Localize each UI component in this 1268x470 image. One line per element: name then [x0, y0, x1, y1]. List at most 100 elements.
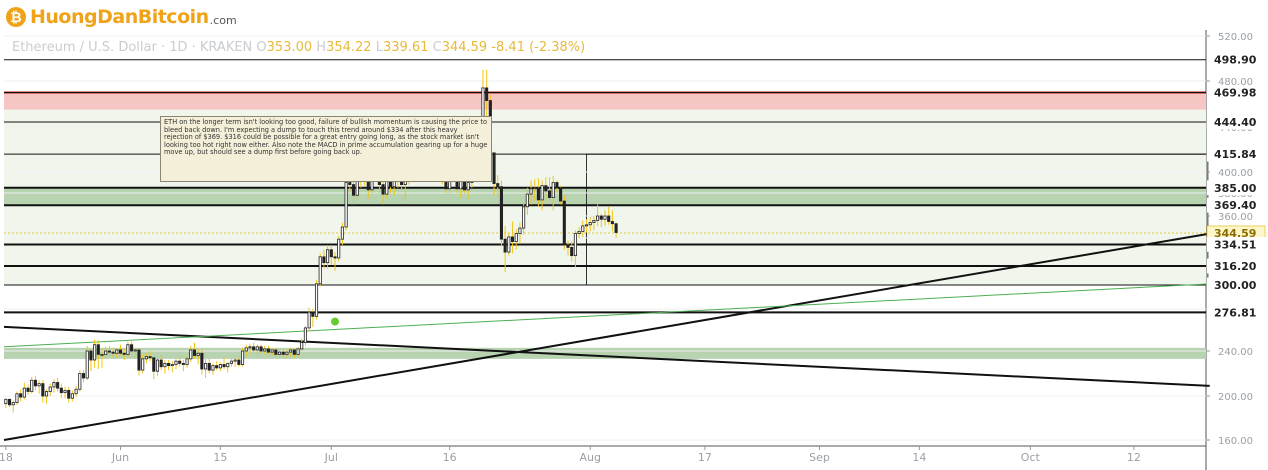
candle [229, 358, 234, 367]
candle-body-down [351, 184, 356, 196]
candle [340, 222, 344, 246]
candle-body-up [30, 379, 34, 392]
candle-body-down [499, 186, 503, 240]
candle [211, 363, 215, 375]
candle-body-down [33, 379, 37, 387]
candle [26, 384, 30, 395]
candle-body-down [152, 357, 156, 372]
candle-body-down [89, 350, 93, 361]
candle [48, 383, 52, 396]
candle-body-up [63, 389, 67, 394]
candle-body-down [274, 349, 278, 355]
candle [344, 177, 348, 231]
candle-body-up [44, 391, 49, 397]
candle [333, 252, 337, 271]
candle-body-up [52, 382, 56, 388]
candle-body-up [326, 249, 330, 264]
candle [510, 221, 515, 254]
symbol-title: Ethereum / U.S. Dollar · 1D · KRAKEN [12, 40, 253, 55]
candle [318, 253, 322, 287]
candle [314, 280, 319, 320]
candle-body-down [81, 373, 86, 379]
candle-body-up [318, 256, 322, 285]
candle-body-up [592, 219, 596, 223]
price-tag-bg [1206, 277, 1266, 293]
candle [289, 347, 293, 357]
candle [285, 349, 289, 358]
candle [178, 356, 182, 367]
candle-body-up [314, 283, 319, 317]
zone-resistance [4, 92, 1206, 110]
candle-body-up [211, 365, 215, 371]
price-tag-bg [1206, 237, 1266, 252]
brand-logo[interactable]: ₿ HuongDanBitcoin .com [6, 4, 237, 30]
candle [566, 240, 570, 256]
candle-body-down [510, 236, 515, 242]
trendlines [3, 232, 1210, 441]
annotation-note[interactable]: ETH on the longer term isn't looking too… [160, 116, 492, 182]
candle-body-down [107, 350, 111, 353]
candle-body-up [233, 359, 237, 362]
candle [307, 307, 311, 332]
candle [4, 398, 8, 409]
candle-body-down [41, 383, 45, 397]
candle [207, 358, 211, 374]
candle-body-down [67, 389, 71, 399]
price-tag-label: 444.40 [1214, 116, 1257, 129]
candle [33, 375, 37, 391]
candle [170, 361, 174, 373]
candle [189, 345, 193, 363]
candle [596, 204, 600, 226]
candle-body-up [337, 238, 341, 259]
candle [562, 195, 566, 250]
candle-body-down [118, 349, 123, 354]
candle [163, 360, 167, 374]
candle [555, 180, 559, 193]
candle-body-up [11, 402, 15, 406]
candle [144, 353, 148, 364]
candle-body-down [252, 346, 256, 351]
candle [292, 348, 296, 358]
price-tag: 415.84 [1206, 146, 1266, 162]
candle-body-down [148, 356, 152, 359]
candle-body-up [466, 182, 470, 191]
candle [181, 360, 185, 372]
candle [8, 398, 12, 407]
low-value: 339.61 [382, 40, 429, 55]
candle [185, 355, 189, 368]
candle [599, 213, 603, 227]
x-tick-label: 12 [1127, 451, 1141, 464]
close-label: C [432, 40, 442, 55]
candle-body-down [562, 200, 566, 246]
candle-body-up [584, 224, 589, 227]
candle [300, 338, 304, 351]
candle-body-down [259, 346, 263, 352]
high-label: H [316, 40, 327, 55]
symbol-header: Ethereum / U.S. Dollar · 1D · KRAKEN O35… [12, 40, 585, 55]
candle-body-down [570, 246, 574, 257]
brand-name: HuongDanBitcoin [30, 6, 209, 28]
zone-support-lower [4, 347, 1206, 359]
price-tag-label: 344.59 [1214, 227, 1256, 240]
price-tag-label: 369.40 [1214, 199, 1257, 212]
price-levels [4, 59, 1206, 314]
candle-body-up [277, 351, 282, 355]
candle [281, 348, 285, 357]
candle-body-down [8, 398, 12, 406]
candle [215, 361, 219, 371]
brand-domain: .com [209, 13, 237, 27]
candle [37, 380, 41, 394]
candle-body-up [285, 351, 289, 355]
candle-body-up [185, 358, 189, 365]
price-tag: 444.40 [1206, 114, 1266, 130]
candle-body-down [333, 256, 337, 259]
price-tag-bg [1206, 304, 1266, 320]
candle [100, 347, 104, 368]
candle [159, 355, 163, 371]
candle [137, 348, 141, 376]
candle-body-down [381, 184, 385, 195]
candle [118, 344, 123, 356]
candle-body-up [307, 311, 311, 329]
candle [514, 229, 518, 250]
